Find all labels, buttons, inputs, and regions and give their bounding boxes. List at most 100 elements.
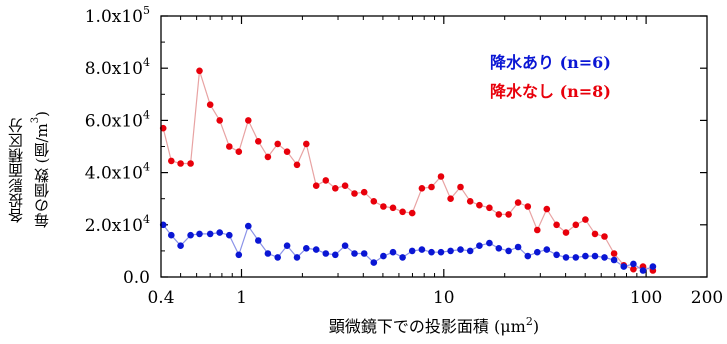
data-point — [206, 101, 214, 108]
data-point — [187, 231, 194, 239]
data-point — [524, 252, 532, 260]
data-point — [572, 254, 580, 261]
data-point — [601, 233, 608, 240]
data-point — [495, 211, 503, 218]
data-point — [206, 230, 214, 238]
data-point — [360, 188, 368, 196]
data-point — [360, 250, 368, 257]
axis-ticks — [161, 15, 707, 278]
data-point — [332, 185, 339, 192]
data-point — [610, 256, 618, 264]
data-point — [351, 250, 358, 257]
data-point — [216, 117, 223, 124]
data-point — [283, 148, 291, 155]
data-point — [254, 237, 262, 244]
data-point — [380, 203, 387, 210]
x-axis-title: 顕微鏡下での投影面積 (μm2) — [329, 315, 539, 336]
y-tick-labels: 0.0 2.0x104 4.0x104 6.0x104 8.0x104 1.0x105 — [85, 4, 150, 288]
data-point — [187, 160, 194, 167]
data-point — [524, 203, 532, 210]
data-point — [177, 242, 184, 249]
data-point — [196, 230, 203, 238]
data-point — [630, 265, 637, 273]
x-tick-label: 100 — [630, 288, 662, 308]
legend-entry-rain: 降水あり (n=6) — [490, 53, 611, 72]
legend-entry-no-rain: 降水なし (n=8) — [490, 82, 611, 101]
y-tick-label: 1.0x105 — [85, 4, 150, 27]
data-point — [437, 173, 445, 180]
data-point — [274, 254, 282, 261]
data-point — [466, 247, 474, 255]
series-0 — [159, 67, 657, 274]
data-point — [457, 183, 464, 191]
data-point — [428, 248, 435, 256]
data-point — [399, 254, 406, 261]
data-point — [389, 204, 397, 212]
data-point — [514, 243, 522, 251]
y-axis-title-line1: 各投影面積区分 — [7, 117, 25, 223]
data-point — [486, 204, 493, 212]
data-point — [572, 221, 580, 229]
y-tick-label: 8.0x104 — [85, 56, 150, 79]
data-point — [630, 260, 637, 268]
x-tick-label: 10 — [433, 288, 455, 308]
data-point — [418, 185, 426, 192]
y-axis-title-line2: 毎の個数 (個/m3) — [30, 111, 51, 229]
x-tick-labels: 0.4 1 10 100 200 — [147, 288, 723, 308]
data-point — [274, 140, 282, 148]
y-tick-label: 0.0 — [123, 268, 150, 288]
y-tick-label: 4.0x104 — [85, 161, 150, 184]
data-point — [341, 242, 349, 249]
data-point — [351, 190, 358, 197]
x-tick-label: 1 — [236, 288, 247, 308]
x-tick-label: 0.4 — [147, 288, 174, 308]
data-point — [514, 199, 522, 206]
data-point — [562, 229, 570, 236]
data-point — [591, 230, 599, 238]
data-point — [177, 160, 184, 167]
data-point — [495, 245, 503, 252]
data-point — [408, 209, 416, 217]
data-point — [322, 177, 330, 184]
data-point — [370, 198, 378, 205]
data-point — [226, 143, 233, 150]
data-point — [408, 247, 416, 255]
data-point — [312, 246, 320, 253]
data-point — [168, 157, 175, 165]
x-tick-label: 200 — [691, 288, 723, 308]
data-point — [332, 251, 339, 259]
data-point — [582, 216, 589, 223]
data-point — [418, 246, 426, 253]
data-point — [216, 229, 223, 236]
series-1 — [159, 221, 657, 274]
data-point — [235, 148, 243, 155]
data-point — [447, 247, 454, 255]
data-point — [226, 231, 233, 239]
y-axis-title: 各投影面積区分 毎の個数 (個/m3) — [4, 60, 54, 280]
data-point — [312, 182, 320, 189]
data-point — [168, 231, 175, 239]
data-point — [303, 140, 310, 148]
data-point — [505, 247, 512, 255]
data-point — [476, 242, 483, 249]
data-point — [591, 252, 599, 260]
data-point — [264, 153, 272, 161]
data-point — [322, 250, 330, 257]
data-point — [399, 208, 406, 216]
data-point — [543, 205, 551, 213]
data-point — [303, 245, 310, 252]
plot-frame — [160, 15, 708, 278]
data-point — [437, 248, 445, 256]
series-line — [162, 224, 654, 272]
legend: 降水あり (n=6) 降水なし (n=8) — [490, 53, 611, 101]
y-tick-label: 2.0x104 — [85, 213, 150, 236]
data-point — [562, 254, 570, 261]
series-layer — [159, 67, 657, 274]
data-point — [293, 254, 301, 261]
data-point — [264, 250, 272, 257]
data-point — [341, 182, 349, 189]
y-tick-label: 6.0x104 — [85, 108, 150, 131]
data-point — [389, 248, 397, 256]
